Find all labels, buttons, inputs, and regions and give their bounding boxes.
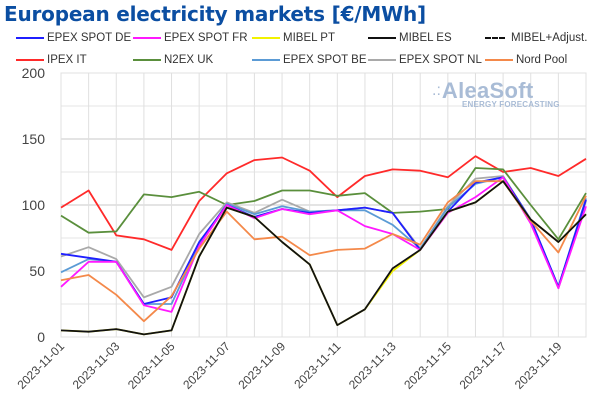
legend: EPEX SPOT DE EPEX SPOT FR MIBEL PT MIBEL… (0, 32, 600, 72)
series-line-mibel-es (60, 180, 587, 336)
x-tick-label: 2023-11-13 (346, 339, 399, 392)
legend-label: Nord Pool (516, 54, 568, 66)
series-lines (60, 155, 587, 336)
series-line-n2ex-uk (60, 167, 587, 241)
legend-item-nord-pool: Nord Pool (485, 54, 567, 66)
y-axis-ticks: 0 50 100 150 200 (22, 65, 46, 345)
legend-swatch (16, 37, 44, 39)
x-tick-label: 2023-11-01 (14, 339, 67, 392)
legend-label: EPEX SPOT BE (283, 54, 367, 66)
legend-swatch (133, 37, 161, 39)
legend-label: MIBEL+Adjust. (511, 32, 588, 44)
legend-item-epex-spot-be: EPEX SPOT BE (252, 54, 367, 66)
legend-label: IPEX IT (47, 54, 87, 66)
x-tick-label: 2023-11-09 (235, 339, 288, 392)
y-tick-label: 0 (37, 329, 45, 345)
x-tick-label: 2023-11-19 (512, 339, 565, 392)
legend-swatch (368, 59, 396, 61)
legend-label: EPEX SPOT FR (164, 32, 248, 44)
legend-item-mibel-adjust: MIBEL+Adjust. (485, 32, 587, 44)
legend-label: MIBEL ES (399, 32, 452, 44)
y-tick-label: 100 (22, 197, 46, 213)
x-tick-label: 2023-11-07 (180, 339, 233, 392)
legend-item-epex-spot-de: EPEX SPOT DE (16, 32, 131, 44)
x-axis-ticks: 2023-11-01 2023-11-03 2023-11-05 2023-11-07… (14, 339, 564, 392)
legend-item-epex-spot-nl: EPEX SPOT NL (368, 54, 482, 66)
chart-title: European electricity markets [€/MWh] (4, 2, 426, 26)
legend-swatch (133, 59, 161, 61)
x-tick-label: 2023-11-11 (291, 339, 343, 391)
series-line-epex-spot-nl (60, 175, 587, 299)
legend-label: MIBEL PT (283, 32, 335, 44)
x-tick-label: 2023-11-15 (401, 339, 454, 392)
logo-tagline: ENERGY FORECASTING (462, 100, 560, 109)
y-tick-label: 200 (22, 65, 46, 81)
legend-swatch (16, 59, 44, 61)
series-line-mibel-pt (60, 180, 587, 336)
legend-label: EPEX SPOT NL (399, 54, 482, 66)
legend-swatch (368, 37, 396, 39)
legend-label: EPEX SPOT DE (47, 32, 132, 44)
legend-label: N2EX UK (164, 54, 214, 66)
y-tick-label: 150 (22, 131, 46, 147)
series-line-epex-spot-be (60, 176, 587, 305)
legend-item-mibel-pt: MIBEL PT (252, 32, 335, 44)
legend-item-epex-spot-fr: EPEX SPOT FR (133, 32, 248, 44)
series-line-epex-spot-de (60, 176, 587, 305)
legend-swatch (252, 37, 280, 39)
x-tick-label: 2023-11-03 (70, 339, 123, 392)
grid (60, 72, 587, 338)
legend-item-ipex-it: IPEX IT (16, 54, 87, 66)
legend-swatch (485, 37, 505, 39)
series-line-ipex-it (60, 155, 587, 251)
legend-item-mibel-es: MIBEL ES (368, 32, 452, 44)
legend-swatch (485, 59, 513, 61)
series-line-nord-pool (60, 180, 587, 323)
aleasoft-logo: .:AleaSoft ENERGY FORECASTING (432, 78, 559, 109)
x-tick-label: 2023-11-05 (125, 339, 178, 392)
plot-border (60, 72, 587, 338)
legend-item-n2ex-uk: N2EX UK (133, 54, 213, 66)
legend-swatch (252, 59, 280, 61)
logo-dots-icon: .: (432, 82, 441, 99)
logo-name: AleaSoft (441, 78, 534, 103)
x-tick-label: 2023-11-17 (457, 339, 510, 392)
y-tick-label: 50 (29, 263, 45, 279)
